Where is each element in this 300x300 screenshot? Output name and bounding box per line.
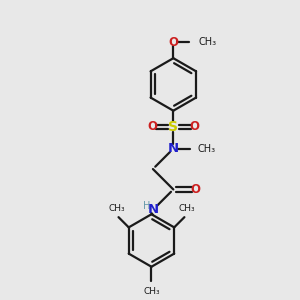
Text: N: N (168, 142, 179, 155)
Text: CH₃: CH₃ (197, 144, 216, 154)
Text: O: O (168, 36, 178, 49)
Text: O: O (190, 183, 200, 196)
Text: N: N (147, 203, 158, 216)
Text: CH₃: CH₃ (198, 37, 216, 46)
Text: CH₃: CH₃ (108, 204, 125, 213)
Text: S: S (168, 120, 178, 134)
Text: O: O (147, 120, 157, 133)
Text: H: H (143, 201, 150, 212)
Text: O: O (189, 120, 199, 133)
Text: CH₃: CH₃ (178, 204, 195, 213)
Text: CH₃: CH₃ (143, 286, 160, 296)
